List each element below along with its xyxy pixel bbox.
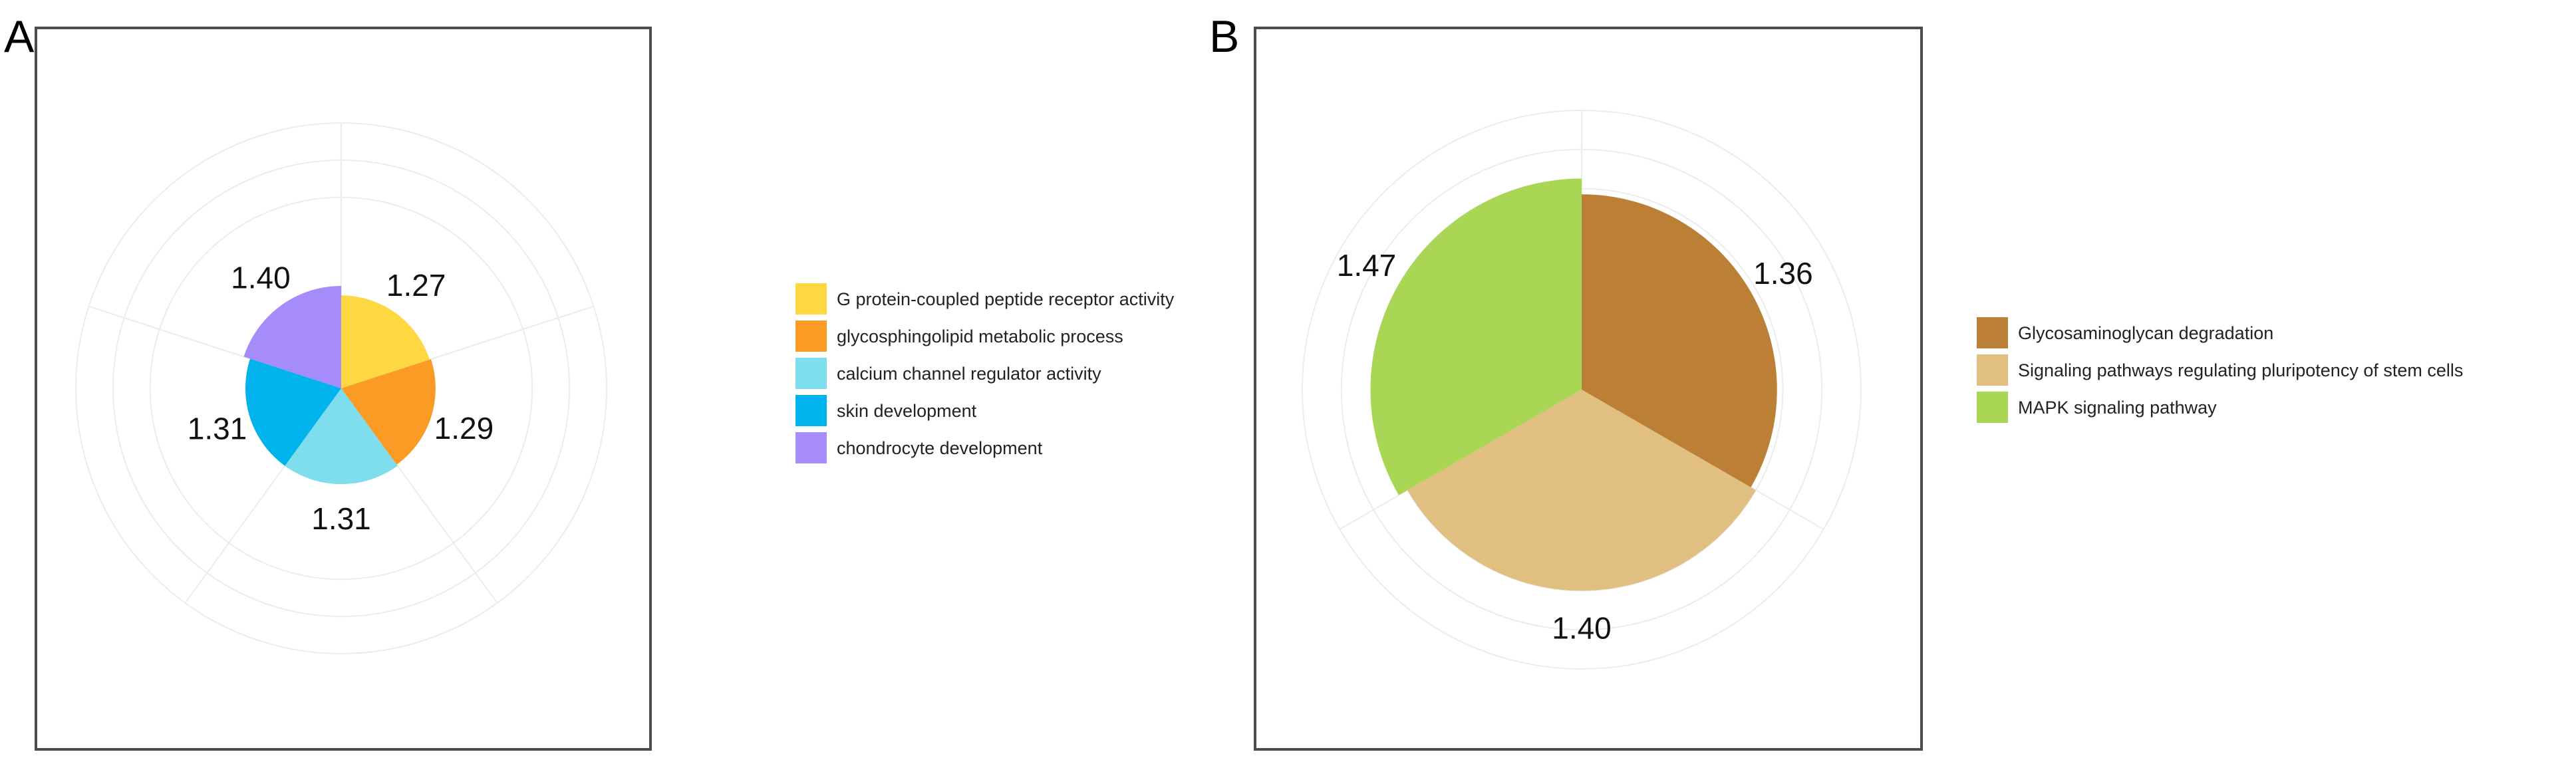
panel-a-legend-swatch-0: [795, 283, 827, 315]
panel-b-legend-label-0: Glycosaminoglycan degradation: [2018, 323, 2273, 343]
panel-b-value-label-2: 1.47: [1337, 248, 1397, 283]
panel-a-slice-0: [341, 295, 430, 388]
panel-a-legend-swatch-4: [795, 432, 827, 463]
panel-a-legend-swatch-2: [795, 358, 827, 389]
panel-b-legend-label-2: MAPK signaling pathway: [2018, 398, 2217, 418]
panel-a-legend-swatch-1: [795, 320, 827, 352]
panel-a-legend-label-2: calcium channel regulator activity: [837, 364, 1101, 384]
panel-a-legend-label-4: chondrocyte development: [837, 438, 1043, 458]
panel-b-slice-2: [1370, 178, 1582, 495]
panel-a-legend-label-3: skin development: [837, 401, 977, 421]
panel-a-value-label-2: 1.31: [311, 501, 371, 536]
panel-a-legend: G protein-coupled peptide receptor activ…: [795, 283, 1175, 463]
panel-b-letter: B: [1209, 11, 1239, 62]
panel-b-value-label-0: 1.36: [1753, 256, 1813, 291]
panel-a-slice-2: [285, 388, 398, 485]
panel-a-slice-3: [245, 358, 341, 466]
panel-b-legend: Glycosaminoglycan degradation Signaling p…: [1977, 317, 2463, 423]
panel-a-value-label-1: 1.29: [434, 411, 494, 445]
panel-a-value-label-4: 1.40: [231, 260, 291, 295]
panel-b-value-labels: 1.36 1.40 1.47: [1337, 248, 1813, 645]
panel-a: A 1.27 1.29 1.31 1.31 1.40 G protein-coupled…: [4, 11, 1175, 751]
panel-b-slices: [1370, 178, 1777, 591]
panel-b-legend-swatch-2: [1977, 392, 2008, 423]
panel-b-legend-swatch-0: [1977, 317, 2008, 348]
panel-a-legend-label-0: G protein-coupled peptide receptor activ…: [837, 289, 1175, 309]
panel-b-legend-swatch-1: [1977, 354, 2008, 386]
panel-a-value-label-0: 1.27: [386, 268, 446, 303]
panel-a-polar-grid: [75, 122, 607, 654]
panel-b-legend-label-1: Signaling pathways regulating pluripoten…: [2018, 360, 2463, 380]
panel-a-letter: A: [4, 11, 35, 62]
panel-a-value-labels: 1.27 1.29 1.31 1.31 1.40: [188, 260, 494, 536]
panel-b-slice-0: [1582, 194, 1777, 487]
panel-a-grid-spoke-2: [341, 388, 498, 604]
panel-a-slice-1: [341, 359, 436, 465]
panel-b-value-label-1: 1.40: [1552, 610, 1612, 645]
panel-a-value-label-3: 1.31: [188, 412, 247, 446]
panel-a-slices: [243, 286, 436, 485]
panel-b: B 1.36 1.40 1.47 Glycosaminoglycan degrada…: [1209, 11, 2463, 751]
panel-a-legend-swatch-3: [795, 395, 827, 426]
panel-a-legend-label-1: glycosphingolipid metabolic process: [837, 326, 1123, 346]
panel-a-grid-spoke-4: [88, 305, 342, 389]
panel-a-slice-4: [243, 286, 341, 388]
panel-a-grid-spoke-1: [341, 305, 594, 389]
